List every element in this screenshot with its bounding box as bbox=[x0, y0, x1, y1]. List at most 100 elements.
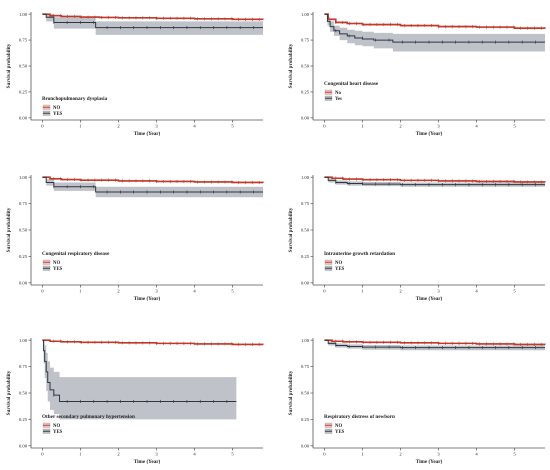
x-tick-label: 1 bbox=[361, 124, 364, 129]
y-tick-label: 0.50 bbox=[301, 64, 310, 69]
legend-label-yes: YES bbox=[335, 430, 345, 435]
km-panel-5: 0.00 0.25 0.50 0.75 1.00 0 1 2 3 4 5 Time (Year) Sur… bbox=[6, 338, 264, 465]
x-tick-label: 2 bbox=[399, 452, 402, 457]
y-tick-label: 0.00 bbox=[19, 115, 28, 120]
legend-label-yes: YES bbox=[53, 267, 63, 272]
x-tick-label: 5 bbox=[231, 452, 234, 457]
y-tick-label: 0.50 bbox=[19, 228, 28, 233]
ci-band-yes bbox=[42, 14, 263, 35]
y-tick-label: 1.00 bbox=[301, 175, 310, 180]
x-axis-label: Time (Year) bbox=[416, 458, 443, 465]
x-axis-label: Time (Year) bbox=[134, 295, 161, 302]
y-tick-label: 0.25 bbox=[301, 254, 310, 259]
x-tick-label: 5 bbox=[513, 124, 516, 129]
x-axis-label: Time (Year) bbox=[416, 295, 443, 302]
legend-label-no: NO bbox=[53, 106, 60, 111]
x-axis-label: Time (Year) bbox=[134, 458, 161, 465]
x-tick-label: 5 bbox=[513, 452, 516, 457]
x-tick-label: 3 bbox=[155, 289, 158, 294]
y-axis-label: Survival probability bbox=[288, 43, 294, 88]
survival-line-no bbox=[324, 176, 546, 183]
y-tick-label: 0.75 bbox=[19, 38, 28, 43]
legend-title: Intrauterine growth retardation bbox=[324, 251, 395, 257]
x-tick-label: 4 bbox=[475, 124, 478, 129]
x-tick-label: 0 bbox=[41, 452, 44, 457]
y-tick-label: 1.00 bbox=[19, 338, 28, 343]
x-tick-label: 3 bbox=[437, 452, 440, 457]
survival-line-yes bbox=[42, 176, 263, 193]
y-tick-label: 0.75 bbox=[301, 38, 310, 43]
y-axis-label: Survival probability bbox=[6, 43, 12, 88]
y-tick-label: 0.50 bbox=[301, 228, 310, 233]
legend-label-no: No bbox=[335, 91, 341, 96]
x-tick-label: 2 bbox=[117, 124, 120, 129]
y-tick-label: 0.50 bbox=[301, 391, 310, 396]
y-tick-label: 1.00 bbox=[301, 12, 310, 17]
survival-line-yes bbox=[324, 13, 545, 43]
x-tick-label: 0 bbox=[323, 289, 326, 294]
y-tick-label: 0.75 bbox=[19, 201, 28, 206]
legend-label-no: NO bbox=[335, 424, 342, 429]
x-tick-label: 3 bbox=[437, 124, 440, 129]
x-tick-label: 1 bbox=[79, 289, 82, 294]
x-tick-label: 5 bbox=[513, 289, 516, 294]
x-axis-label: Time (Year) bbox=[134, 130, 161, 137]
legend-title: Respiratory distress of newborn bbox=[324, 414, 395, 420]
x-tick-label: 0 bbox=[41, 124, 44, 129]
y-tick-label: 0.25 bbox=[301, 90, 310, 95]
survival-line-yes bbox=[324, 176, 545, 186]
y-tick-label: 0.25 bbox=[19, 254, 28, 259]
y-tick-label: 0.50 bbox=[19, 391, 28, 396]
y-tick-label: 0.00 bbox=[301, 115, 310, 120]
ci-band-yes bbox=[42, 340, 237, 420]
km-panel-3: 0.00 0.25 0.50 0.75 1.00 0 1 2 3 4 5 Time (Year) Sur… bbox=[6, 175, 264, 302]
x-tick-label: 4 bbox=[475, 289, 478, 294]
legend-label-yes: YES bbox=[53, 430, 63, 435]
x-tick-label: 2 bbox=[399, 289, 402, 294]
x-tick-label: 3 bbox=[155, 124, 158, 129]
km-panel-4: 0.00 0.25 0.50 0.75 1.00 0 1 2 3 4 5 Time (Year) Sur… bbox=[288, 175, 546, 302]
x-tick-label: 4 bbox=[193, 289, 196, 294]
x-tick-label: 1 bbox=[79, 452, 82, 457]
legend-label-no: NO bbox=[53, 424, 60, 429]
survival-line-no bbox=[324, 339, 546, 346]
x-tick-label: 2 bbox=[399, 124, 402, 129]
survival-line-yes bbox=[42, 13, 263, 29]
survival-line-no bbox=[42, 176, 264, 184]
ci-band-yes bbox=[324, 14, 545, 52]
y-tick-label: 0.75 bbox=[301, 364, 310, 369]
legend-title: Congenital respiratory disease bbox=[42, 251, 110, 257]
km-panel-1: 0.00 0.25 0.50 0.75 1.00 0 1 2 3 4 5 Time (Year) Sur… bbox=[6, 12, 264, 137]
x-tick-label: 1 bbox=[79, 124, 82, 129]
y-tick-label: 1.00 bbox=[301, 338, 310, 343]
y-tick-label: 1.00 bbox=[19, 175, 28, 180]
legend-label-yes: YES bbox=[53, 112, 63, 117]
legend-title: Other secondary pulmonary hypertension bbox=[42, 414, 135, 420]
x-tick-label: 1 bbox=[361, 452, 364, 457]
legend-label-no: NO bbox=[53, 261, 60, 266]
km-panel-2: 0.00 0.25 0.50 0.75 1.00 0 1 2 3 4 5 Time (Year) Sur… bbox=[288, 12, 546, 137]
legend-label-yes: YES bbox=[335, 267, 345, 272]
x-tick-label: 4 bbox=[193, 124, 196, 129]
x-tick-label: 5 bbox=[231, 289, 234, 294]
x-tick-label: 3 bbox=[155, 452, 158, 457]
x-tick-label: 2 bbox=[117, 452, 120, 457]
x-tick-label: 0 bbox=[41, 289, 44, 294]
legend-label-no: NO bbox=[335, 261, 342, 266]
x-tick-label: 4 bbox=[475, 452, 478, 457]
x-tick-label: 2 bbox=[117, 289, 120, 294]
survival-line-no bbox=[42, 339, 264, 346]
survival-line-yes bbox=[324, 339, 545, 349]
legend-title: Congenital heart disease bbox=[324, 81, 379, 87]
x-tick-label: 0 bbox=[323, 124, 326, 129]
y-tick-label: 0.00 bbox=[301, 280, 310, 285]
y-tick-label: 0.00 bbox=[19, 280, 28, 285]
y-tick-label: 0.00 bbox=[19, 443, 28, 448]
x-axis-label: Time (Year) bbox=[416, 130, 443, 137]
survival-line-no bbox=[42, 13, 264, 21]
x-tick-label: 4 bbox=[193, 452, 196, 457]
y-tick-label: 0.75 bbox=[301, 201, 310, 206]
y-tick-label: 0.50 bbox=[19, 64, 28, 69]
x-tick-label: 1 bbox=[361, 289, 364, 294]
